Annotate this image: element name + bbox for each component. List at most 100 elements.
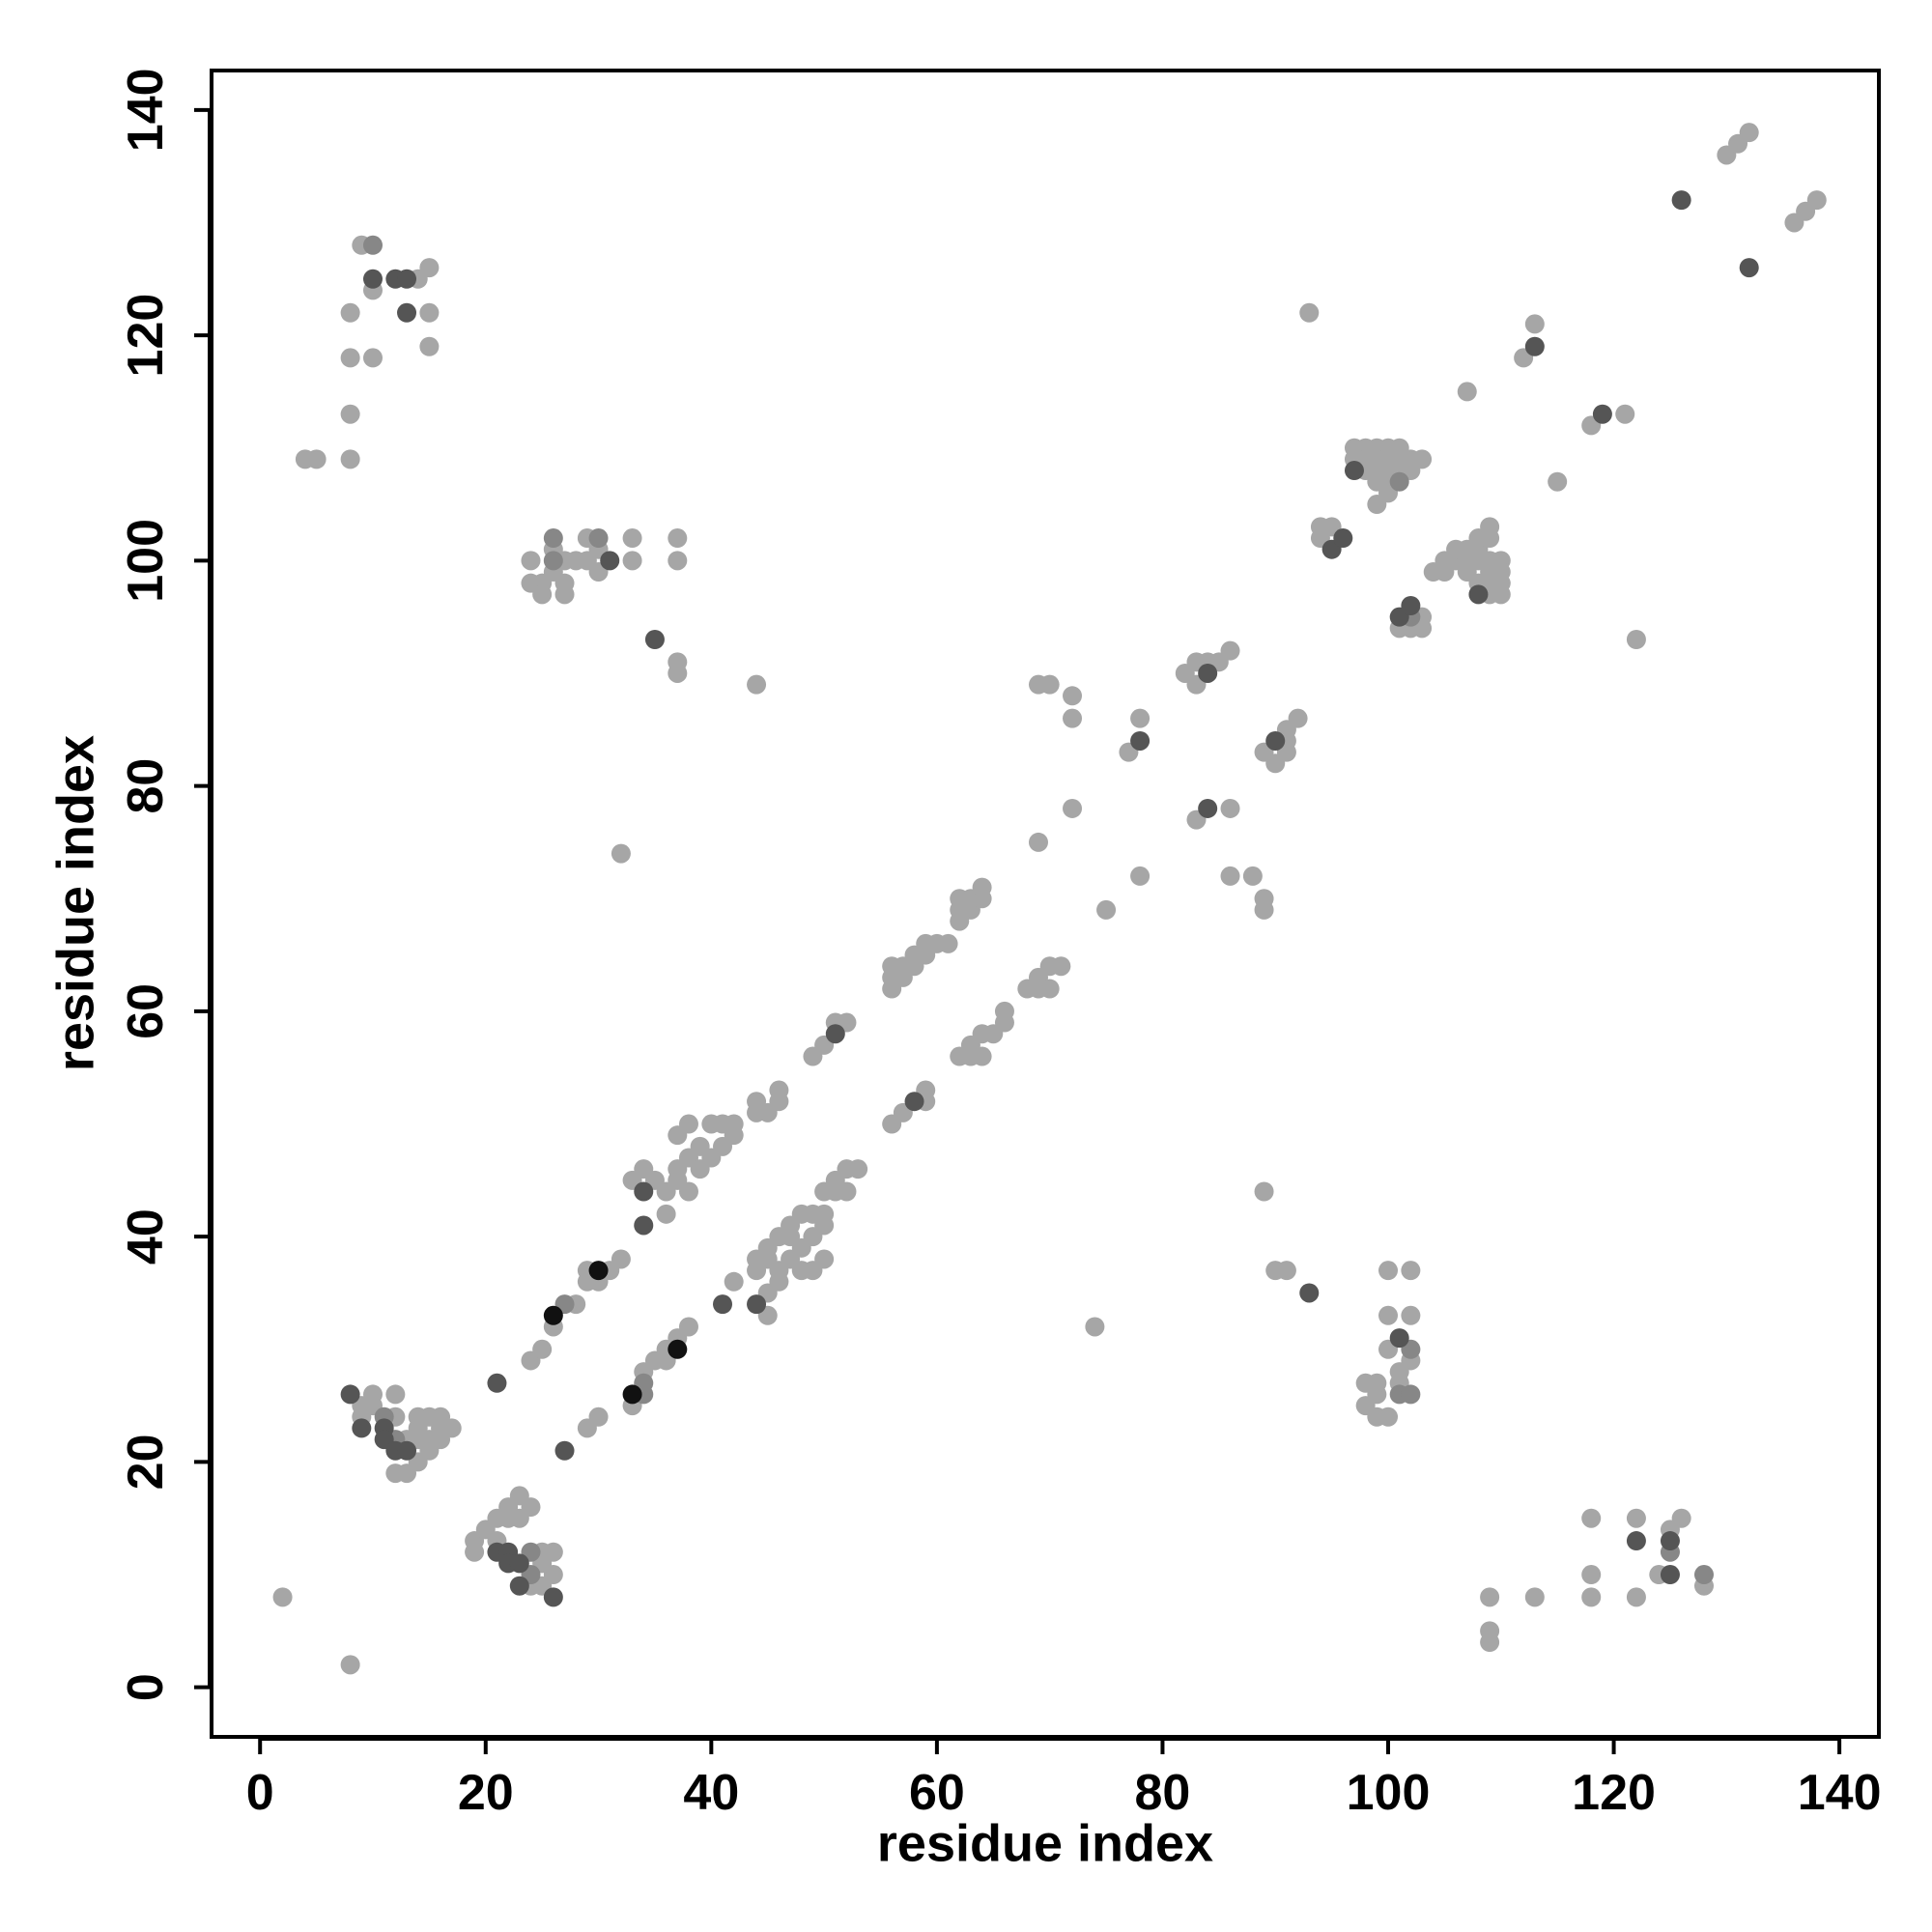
contact-point (678, 1114, 698, 1134)
contact-point (340, 348, 360, 368)
contact-point (678, 1181, 698, 1202)
contact-point (1581, 1565, 1602, 1585)
x-axis-title: residue index (877, 1814, 1213, 1872)
contact-point (1220, 866, 1240, 886)
contact-point (588, 528, 609, 549)
contact-point (1401, 596, 1421, 616)
contact-point (634, 1181, 654, 1202)
contact-point (1063, 686, 1083, 706)
contact-point (521, 1497, 541, 1518)
contact-point (1389, 471, 1409, 492)
y-tick-label: 120 (118, 294, 174, 378)
contact-point (1524, 336, 1545, 356)
contact-point (543, 1587, 563, 1607)
contact-point (1739, 123, 1759, 143)
contact-point (611, 1249, 631, 1269)
contact-point (543, 1305, 563, 1325)
contact-point (747, 1294, 767, 1315)
contact-point (668, 551, 688, 571)
contact-point (668, 663, 688, 683)
contact-point (994, 1001, 1014, 1021)
contact-point (622, 1384, 642, 1405)
contact-point (972, 877, 992, 897)
contact-point (509, 1553, 529, 1574)
y-tick-label: 140 (118, 68, 174, 152)
contact-point (1592, 404, 1612, 424)
contact-point (1378, 1261, 1399, 1281)
contact-point (1242, 866, 1263, 886)
contact-point (1378, 1305, 1399, 1325)
contact-point (1051, 956, 1071, 977)
contact-point (419, 336, 440, 356)
contact-point (1039, 979, 1060, 999)
contact-point (1615, 404, 1635, 424)
contact-point (724, 1271, 744, 1292)
contact-point (1254, 1181, 1274, 1202)
contact-point (1480, 1587, 1500, 1607)
contact-point (441, 1418, 462, 1438)
contact-point (352, 1418, 372, 1438)
contact-point (1367, 1373, 1387, 1393)
contact-point (1276, 1261, 1296, 1281)
contact-point (532, 584, 553, 605)
contact-point (1288, 708, 1308, 728)
contact-point (1671, 1508, 1691, 1528)
plot-frame (210, 69, 1881, 1739)
contact-point (1085, 1317, 1105, 1337)
contact-point (1344, 461, 1364, 481)
contact-point (1626, 1587, 1646, 1607)
contact-point (825, 1024, 845, 1044)
contact-point (1693, 1565, 1714, 1585)
contact-point (814, 1249, 835, 1269)
contact-point (622, 528, 642, 549)
contact-point (1130, 866, 1151, 886)
contact-point (848, 1159, 868, 1179)
contact-point (1096, 899, 1117, 920)
contact-point (1524, 314, 1545, 334)
y-tick-label: 60 (118, 983, 174, 1039)
contact-point (1028, 832, 1048, 852)
contact-point (938, 933, 958, 953)
contact-point (1626, 629, 1646, 649)
contact-point (1548, 471, 1568, 492)
contact-point (668, 528, 688, 549)
contact-point (1198, 663, 1218, 683)
contact-point (1299, 1283, 1320, 1303)
contact-point (509, 1576, 529, 1596)
contact-point (340, 302, 360, 323)
contact-point (1220, 798, 1240, 818)
contact-point (419, 302, 440, 323)
contact-point (397, 269, 417, 289)
y-tick-label: 0 (118, 1673, 174, 1701)
contact-point (521, 551, 541, 571)
contact-point (419, 258, 440, 278)
x-tick-label: 120 (1572, 1765, 1656, 1821)
contact-point (340, 1655, 360, 1675)
x-tick-label: 80 (1135, 1765, 1191, 1821)
contact-point (340, 404, 360, 424)
y-tick-label: 20 (118, 1434, 174, 1490)
contact-point (814, 1204, 835, 1224)
contact-point (1254, 899, 1274, 920)
x-tick-label: 40 (683, 1765, 739, 1821)
contact-point (1389, 1328, 1409, 1349)
contact-point (554, 573, 575, 593)
contact-point (1063, 708, 1083, 728)
contact-point (1626, 1508, 1646, 1528)
contact-point (588, 1261, 609, 1281)
contact-point (1457, 382, 1477, 402)
contact-point (1480, 528, 1500, 549)
contact-point (362, 269, 383, 289)
y-axis-title: residue index (46, 735, 104, 1071)
contact-point (1063, 798, 1083, 818)
contact-point (904, 1092, 924, 1112)
contact-point (1671, 190, 1691, 211)
contact-point (656, 1204, 676, 1224)
x-tick-label: 20 (458, 1765, 514, 1821)
contact-point (1130, 730, 1151, 751)
contact-point (769, 1080, 789, 1100)
contact-point (1378, 1406, 1399, 1427)
contact-point (1401, 1261, 1421, 1281)
contact-point (1491, 584, 1511, 605)
